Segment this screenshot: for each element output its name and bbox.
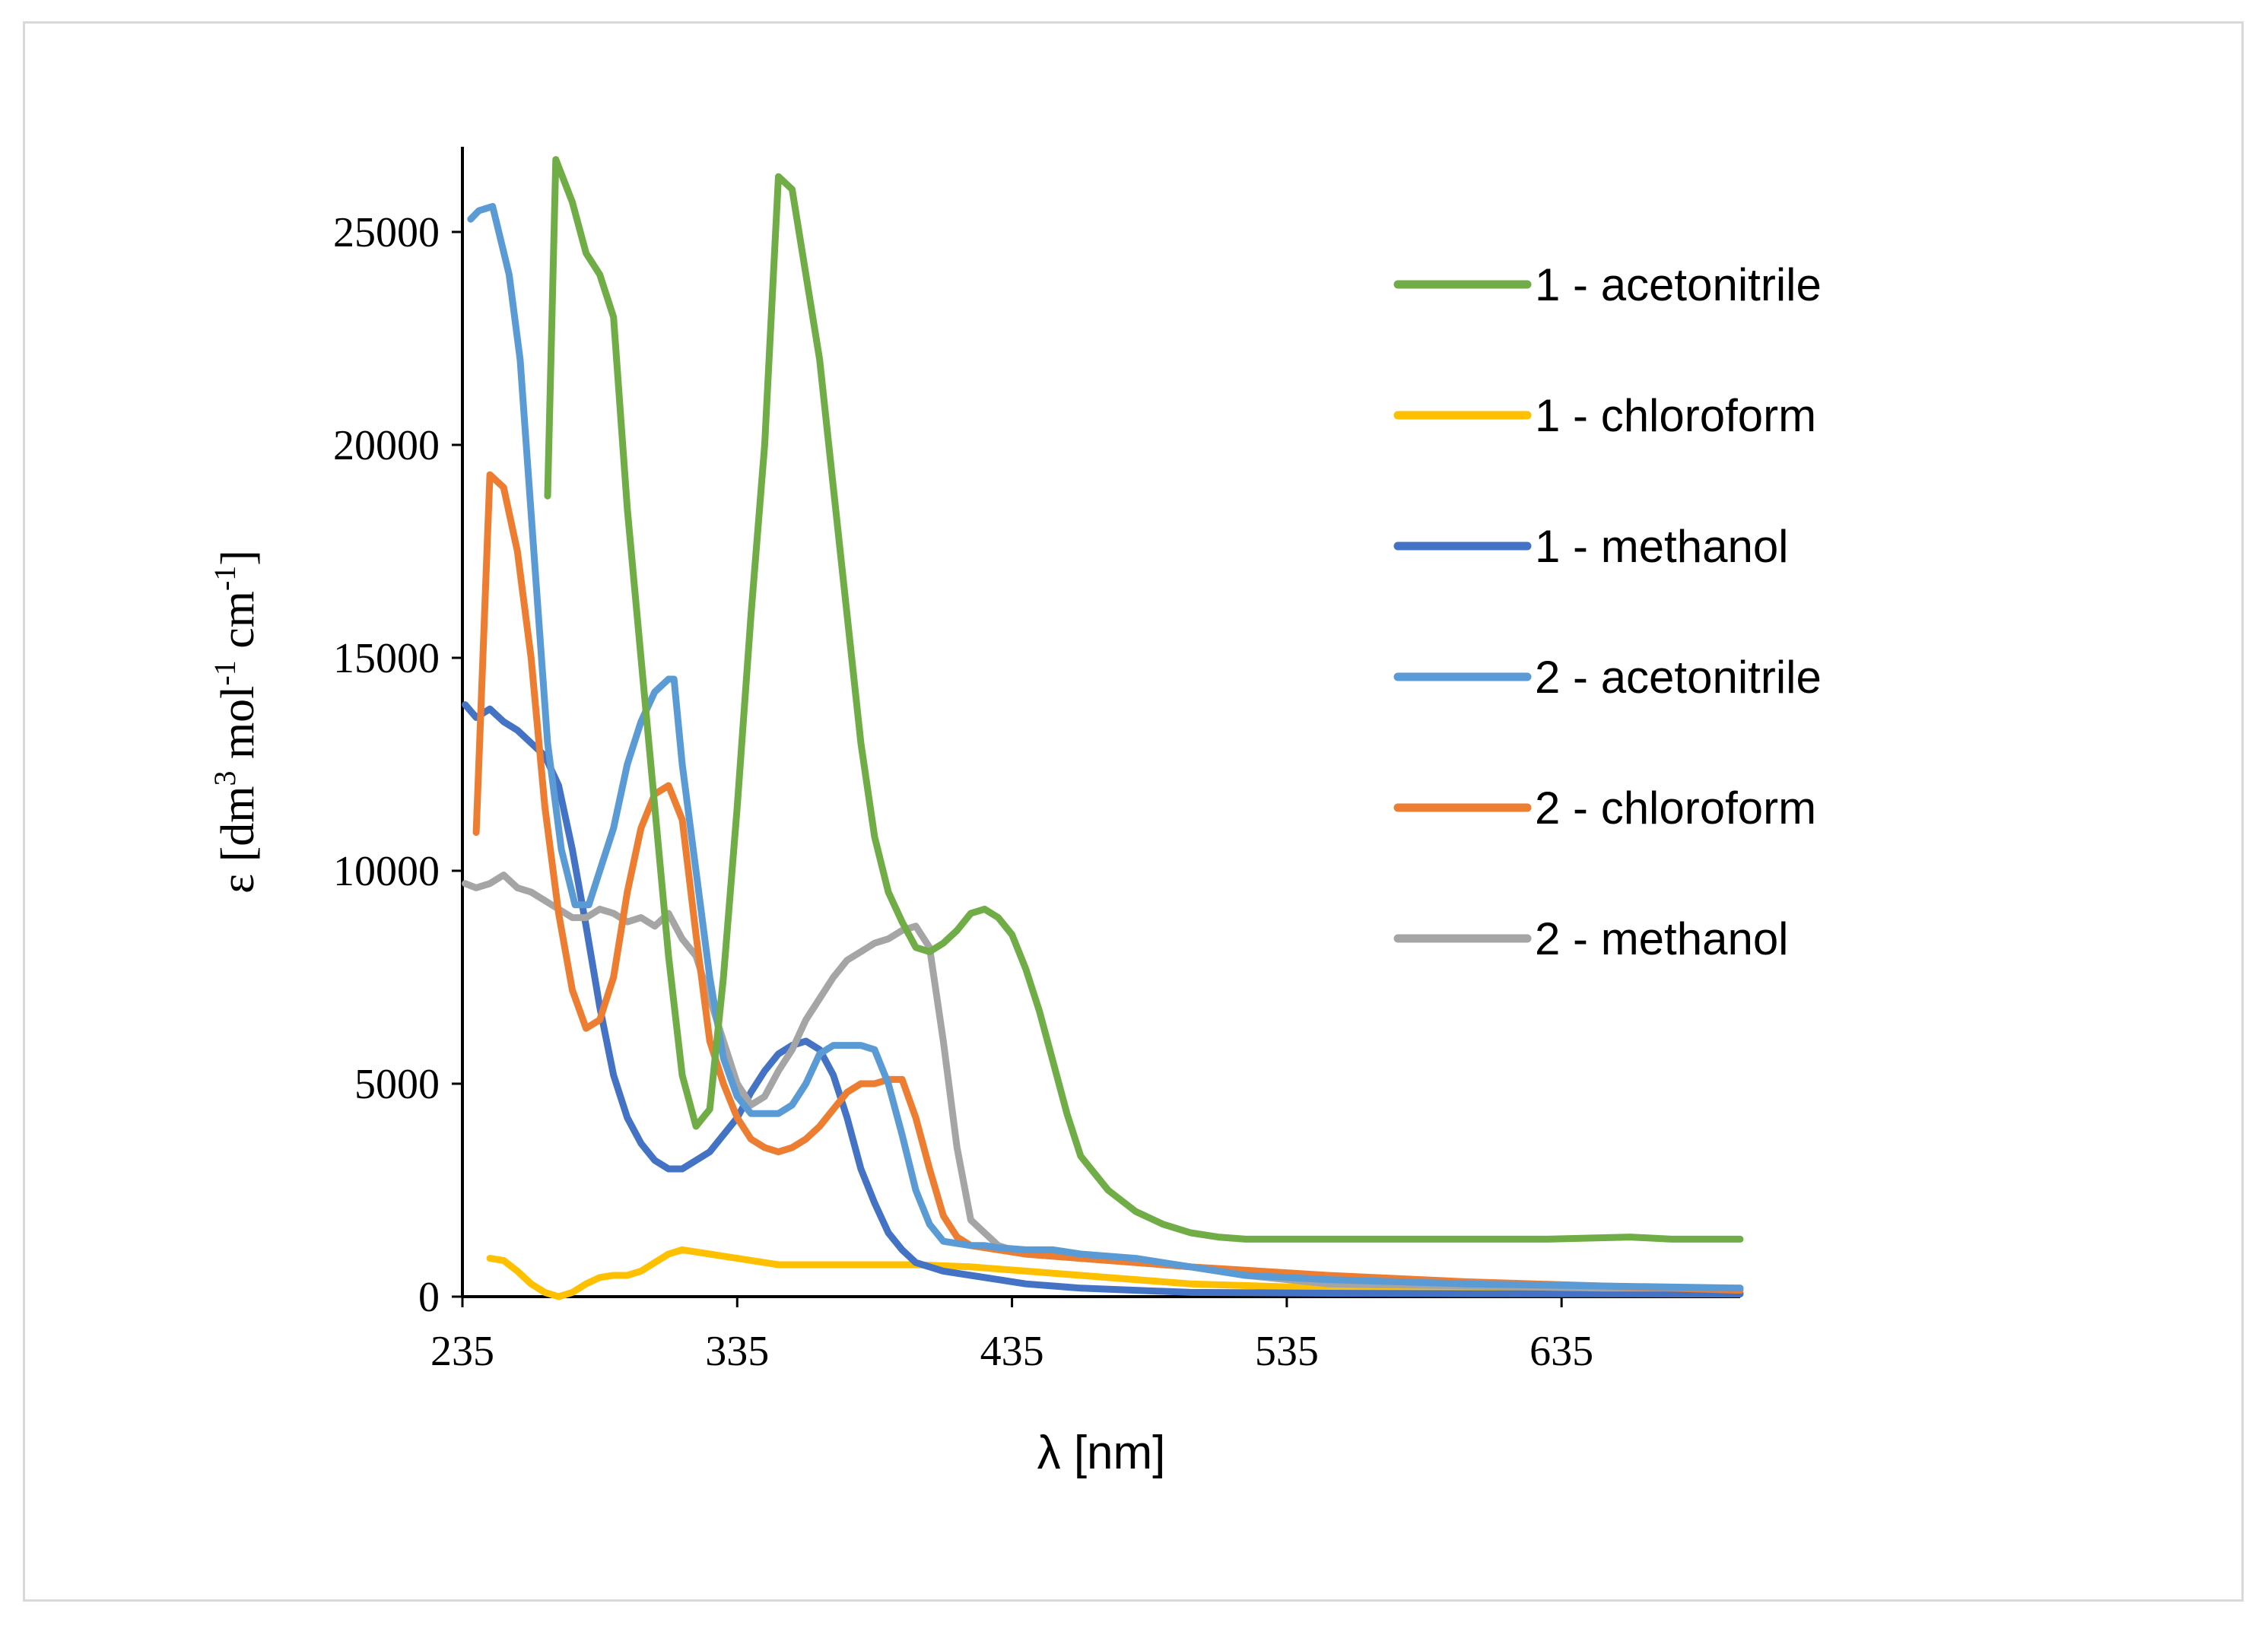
series-line-1-methanol: [462, 701, 1744, 1298]
x-tick-label: 235: [430, 1328, 494, 1375]
line-chart: 0 5000 10000 15000 20000 25000 235 335 435 535 635…: [208, 147, 1822, 1479]
y-axis-title-part: ]: [212, 550, 264, 566]
legend-label: 2 - methanol: [1535, 913, 1789, 964]
y-axis-title-part: ε [dm: [212, 786, 264, 894]
y-axis-title-superscript: 3: [208, 771, 242, 786]
y-axis-title: ε [dm3 mol-1 cm-1]: [208, 550, 264, 894]
series-line-2-acetonitrile: [467, 202, 1744, 1292]
series-lines: [462, 156, 1744, 1300]
legend: 1 - acetonitrile 1 - chloroform 1 - methan…: [1393, 259, 1822, 964]
y-tick-label: 0: [418, 1274, 440, 1321]
legend-label: 1 - methanol: [1535, 521, 1789, 572]
y-tick-label: 20000: [333, 422, 440, 469]
y-tick-label: 15000: [333, 635, 440, 682]
x-tick-label: 535: [1255, 1328, 1319, 1375]
y-axis-title-part: cm: [212, 591, 264, 660]
y-axis-title-superscript: -1: [208, 660, 242, 685]
series-line-1-acetonitrile: [544, 156, 1744, 1243]
axis-ticks: 0 5000 10000 15000 20000 25000 235 335 435 535 635: [333, 209, 1593, 1375]
x-tick-label: 335: [705, 1328, 769, 1375]
x-tick-label: 635: [1529, 1328, 1593, 1375]
chart-frame: 0 5000 10000 15000 20000 25000 235 335 435 535 635…: [23, 21, 2244, 1602]
y-tick-label: 5000: [354, 1061, 440, 1108]
legend-label: 1 - acetonitrile: [1535, 259, 1822, 310]
x-tick-label: 435: [980, 1328, 1044, 1375]
x-axis-title: λ [nm]: [1037, 1427, 1166, 1479]
axes: [461, 147, 1740, 1298]
legend-label: 1 - chloroform: [1535, 390, 1816, 441]
y-tick-label: 10000: [333, 848, 440, 895]
y-axis-title-part: mol: [212, 686, 264, 771]
y-axis-title-superscript: -1: [208, 566, 242, 591]
legend-label: 2 - acetonitrile: [1535, 652, 1822, 703]
y-tick-label: 25000: [333, 209, 440, 256]
series-line-1-chloroform: [486, 1246, 1744, 1300]
legend-label: 2 - chloroform: [1535, 783, 1816, 834]
